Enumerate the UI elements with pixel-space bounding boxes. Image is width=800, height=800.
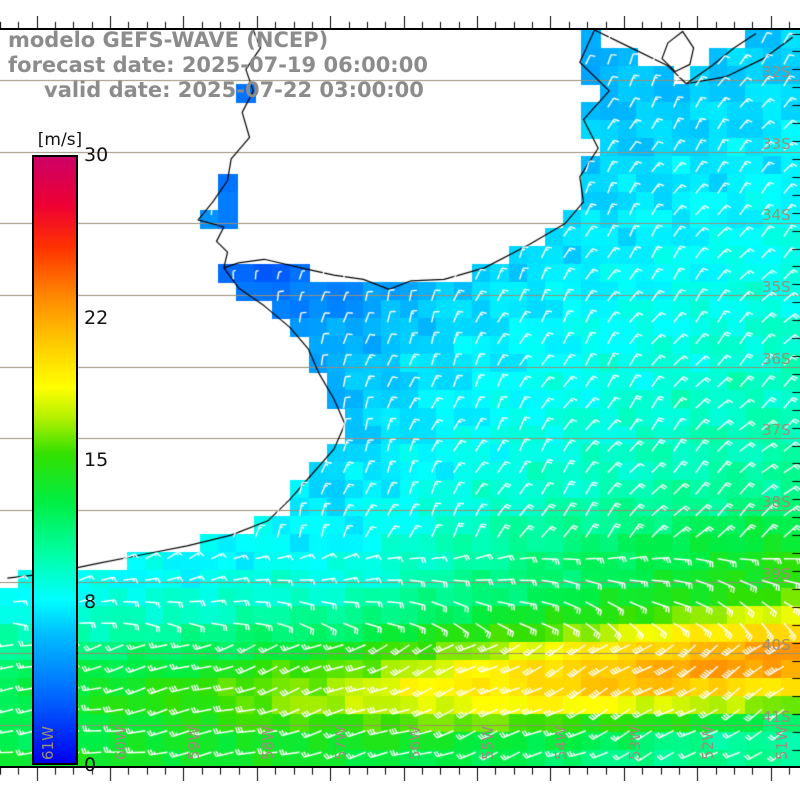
lat-label-33S: 33S: [762, 134, 791, 153]
lon-label-56W: 56W: [405, 726, 424, 760]
lon-label-51W: 51W: [772, 726, 791, 760]
lon-label-53W: 53W: [625, 726, 644, 760]
colorbar-tick-30: 30: [84, 144, 109, 166]
colorbar-tick-8: 8: [84, 591, 97, 614]
lon-label-59W: 59W: [185, 726, 204, 760]
axis-top-line: [0, 28, 800, 30]
lat-label-41S: 41S: [762, 708, 791, 726]
lon-label-52W: 52W: [699, 726, 718, 760]
colorbar-tick-0: 0: [84, 754, 97, 776]
lat-label-36S: 36S: [762, 349, 791, 368]
axis-right-ticks: [786, 30, 800, 768]
lat-label-35S: 35S: [762, 278, 791, 297]
axis-bottom-ticks: [0, 767, 800, 781]
lat-label-37S: 37S: [762, 421, 791, 440]
lon-label-58W: 58W: [258, 726, 277, 760]
wind-barb-overlay: [0, 30, 800, 768]
lat-label-34S: 34S: [762, 206, 791, 225]
lon-label-60W: 60W: [112, 726, 131, 760]
lat-label-32S: 32S: [762, 63, 791, 82]
lon-label-57W: 57W: [332, 726, 351, 760]
axis-top-ticks: [0, 16, 800, 29]
lat-label-40S: 40S: [762, 636, 791, 655]
colorbar-unit-label: [m/s]: [37, 130, 83, 150]
colorbar-tick-22: 22: [84, 306, 109, 329]
colorbar-gradient[interactable]: [32, 155, 78, 765]
map-plot-area[interactable]: [0, 30, 800, 768]
lon-label-54W: 54W: [552, 726, 571, 760]
lon-label-55W: 55W: [479, 726, 498, 760]
lat-label-38S: 38S: [762, 493, 791, 512]
colorbar-tick-15: 15: [84, 449, 109, 471]
lat-label-39S: 39S: [762, 564, 791, 583]
lon-label-61W: 61W: [38, 726, 57, 760]
